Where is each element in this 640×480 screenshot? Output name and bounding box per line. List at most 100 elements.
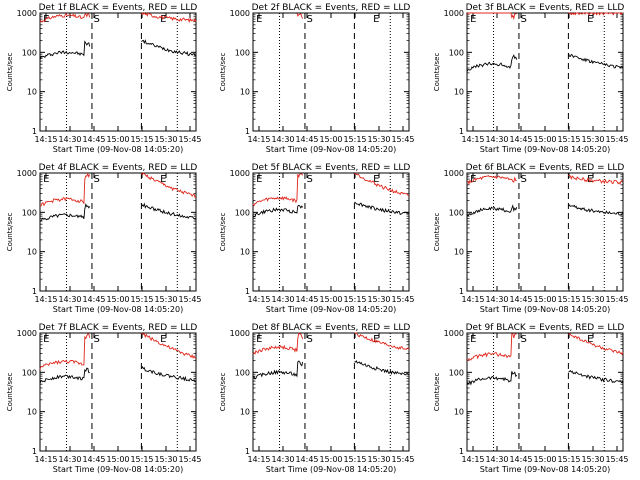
y-tick-label: 100: [449, 48, 464, 57]
marker-label: E: [43, 174, 49, 185]
lld-series-line: [466, 174, 624, 186]
events-series-line: [466, 204, 624, 217]
lld-series-line: [252, 332, 410, 355]
panel-title: Det 5f BLACK = Events, RED = LLD: [252, 163, 411, 173]
x-tick-label: 15:15: [557, 135, 580, 144]
x-axis-label: Start Time (09-Nov-08 14:05:20): [266, 465, 396, 474]
x-tick-label: 14:30: [271, 135, 294, 144]
plot-frame: [252, 172, 410, 292]
plot-frame: [466, 332, 624, 452]
marker-label: E: [587, 174, 593, 185]
y-tick-label: 100: [235, 368, 250, 377]
x-tick-label: 14:45: [509, 135, 532, 144]
x-tick-label: 15:30: [154, 135, 177, 144]
x-tick-label: 15:45: [391, 135, 414, 144]
marker-label: E: [160, 334, 166, 345]
x-tick-label: 15:45: [178, 295, 201, 304]
x-tick-label: 14:30: [58, 295, 81, 304]
lld-series-line: [39, 332, 197, 370]
detector-panel-2: Det 2f BLACK = Events, RED = LLD 1 10 100 10…: [219, 3, 415, 154]
x-axis-label: Start Time (09-Nov-08 14:05:20): [53, 465, 183, 474]
y-axis-label: Counts/sec: [219, 213, 227, 252]
y-tick-label: 10: [27, 248, 37, 257]
marker-label: E: [373, 174, 379, 185]
x-tick-label: 15:15: [343, 295, 366, 304]
x-tick-label: 14:45: [82, 295, 105, 304]
x-tick-label: 14:45: [295, 295, 318, 304]
marker-label: S: [94, 334, 100, 345]
y-tick-label: 10: [454, 88, 464, 97]
panel-title: Det 7f BLACK = Events, RED = LLD: [39, 323, 198, 333]
x-tick-label: 15:00: [533, 135, 556, 144]
detector-panel-7: Det 7f BLACK = Events, RED = LLD 1 10 100 10…: [6, 323, 202, 474]
y-tick-label: 10: [240, 408, 250, 417]
x-tick-label: 14:30: [485, 295, 508, 304]
marker-label: S: [521, 174, 527, 185]
plot-frame: [39, 12, 197, 132]
panel-title: Det 3f BLACK = Events, RED = LLD: [466, 3, 625, 13]
x-tick-label: 15:45: [391, 295, 414, 304]
marker-label: S: [307, 334, 313, 345]
y-tick-label: 1000: [444, 9, 464, 18]
lld-series-line: [39, 12, 197, 24]
marker-label: E: [160, 14, 166, 25]
marker-label: E: [43, 14, 49, 25]
plot-frame: [252, 332, 410, 452]
y-axis-label: Counts/sec: [6, 53, 14, 92]
y-tick-label: 10: [27, 88, 37, 97]
y-tick-label: 10: [240, 248, 250, 257]
marker-label: E: [373, 334, 379, 345]
x-tick-label: 15:45: [605, 295, 628, 304]
marker-label: S: [94, 14, 100, 25]
marker-label: E: [470, 174, 476, 185]
y-tick-label: 1000: [17, 329, 37, 338]
x-tick-label: 14:45: [295, 135, 318, 144]
y-tick-label: 10: [240, 88, 250, 97]
x-tick-label: 15:00: [319, 295, 342, 304]
y-tick-label: 10: [454, 408, 464, 417]
events-series-line: [39, 39, 197, 61]
x-tick-label: 14:15: [34, 295, 57, 304]
x-axis-label: Start Time (09-Nov-08 14:05:20): [266, 305, 396, 314]
y-tick-label: 100: [235, 208, 250, 217]
x-tick-label: 14:45: [295, 455, 318, 464]
x-tick-label: 15:00: [106, 295, 129, 304]
y-tick-label: 1: [32, 287, 37, 296]
x-tick-label: 15:45: [605, 135, 628, 144]
lld-series-line: [466, 333, 624, 361]
detector-panel-8: Det 8f BLACK = Events, RED = LLD 1 10 100 10…: [219, 323, 415, 474]
x-tick-label: 15:30: [154, 455, 177, 464]
x-axis-label: Start Time (09-Nov-08 14:05:20): [480, 305, 610, 314]
plot-frame: [466, 172, 624, 292]
marker-label: E: [587, 14, 593, 25]
x-tick-label: 15:15: [130, 135, 153, 144]
x-tick-label: 15:45: [391, 455, 414, 464]
y-tick-label: 10: [27, 408, 37, 417]
x-tick-label: 14:30: [271, 455, 294, 464]
marker-label: S: [307, 174, 313, 185]
x-tick-label: 14:30: [58, 455, 81, 464]
y-tick-label: 1: [459, 447, 464, 456]
marker-label: E: [470, 14, 476, 25]
lld-series-line: [39, 172, 197, 207]
events-series-line: [39, 202, 197, 222]
y-tick-label: 1: [32, 127, 37, 136]
panel-title: Det 9f BLACK = Events, RED = LLD: [466, 323, 625, 333]
x-tick-label: 14:30: [58, 135, 81, 144]
x-tick-label: 15:15: [557, 455, 580, 464]
events-series-line: [466, 52, 624, 72]
detector-panel-1: Det 1f BLACK = Events, RED = LLD 1 10 100 10…: [6, 3, 202, 154]
events-series-line: [252, 360, 409, 380]
x-axis-label: Start Time (09-Nov-08 14:05:20): [53, 145, 183, 154]
marker-label: E: [470, 334, 476, 345]
x-tick-label: 15:00: [533, 455, 556, 464]
x-tick-label: 15:15: [343, 455, 366, 464]
x-tick-label: 15:15: [130, 455, 153, 464]
marker-label: S: [94, 174, 100, 185]
y-tick-label: 10: [454, 248, 464, 257]
y-axis-label: Counts/sec: [433, 373, 441, 412]
y-tick-label: 1: [245, 287, 250, 296]
marker-label: E: [256, 14, 262, 25]
y-tick-label: 100: [449, 368, 464, 377]
x-tick-label: 15:00: [106, 135, 129, 144]
